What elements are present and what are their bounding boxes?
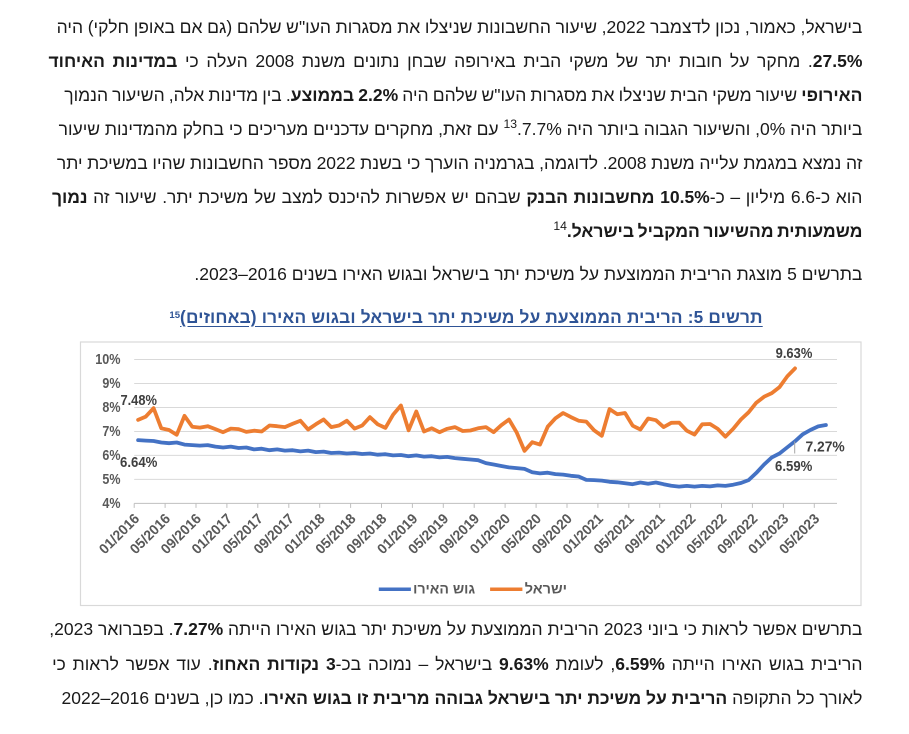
svg-text:9.63%: 9.63% [776, 346, 813, 362]
svg-text:ישראל: ישראל [525, 581, 567, 597]
svg-text:7%: 7% [102, 424, 120, 440]
svg-text:8%: 8% [102, 400, 120, 416]
svg-text:גוש האירו: גוש האירו [413, 581, 475, 597]
svg-text:7.48%: 7.48% [120, 393, 157, 409]
svg-text:9%: 9% [102, 376, 120, 392]
svg-text:6.64%: 6.64% [120, 455, 157, 471]
svg-text:7.27%: 7.27% [805, 440, 844, 456]
svg-text:6.59%: 6.59% [775, 459, 812, 475]
svg-text:10%: 10% [95, 352, 121, 368]
svg-text:5%: 5% [102, 472, 120, 488]
svg-text:6%: 6% [102, 448, 120, 464]
svg-text:4%: 4% [102, 496, 120, 512]
